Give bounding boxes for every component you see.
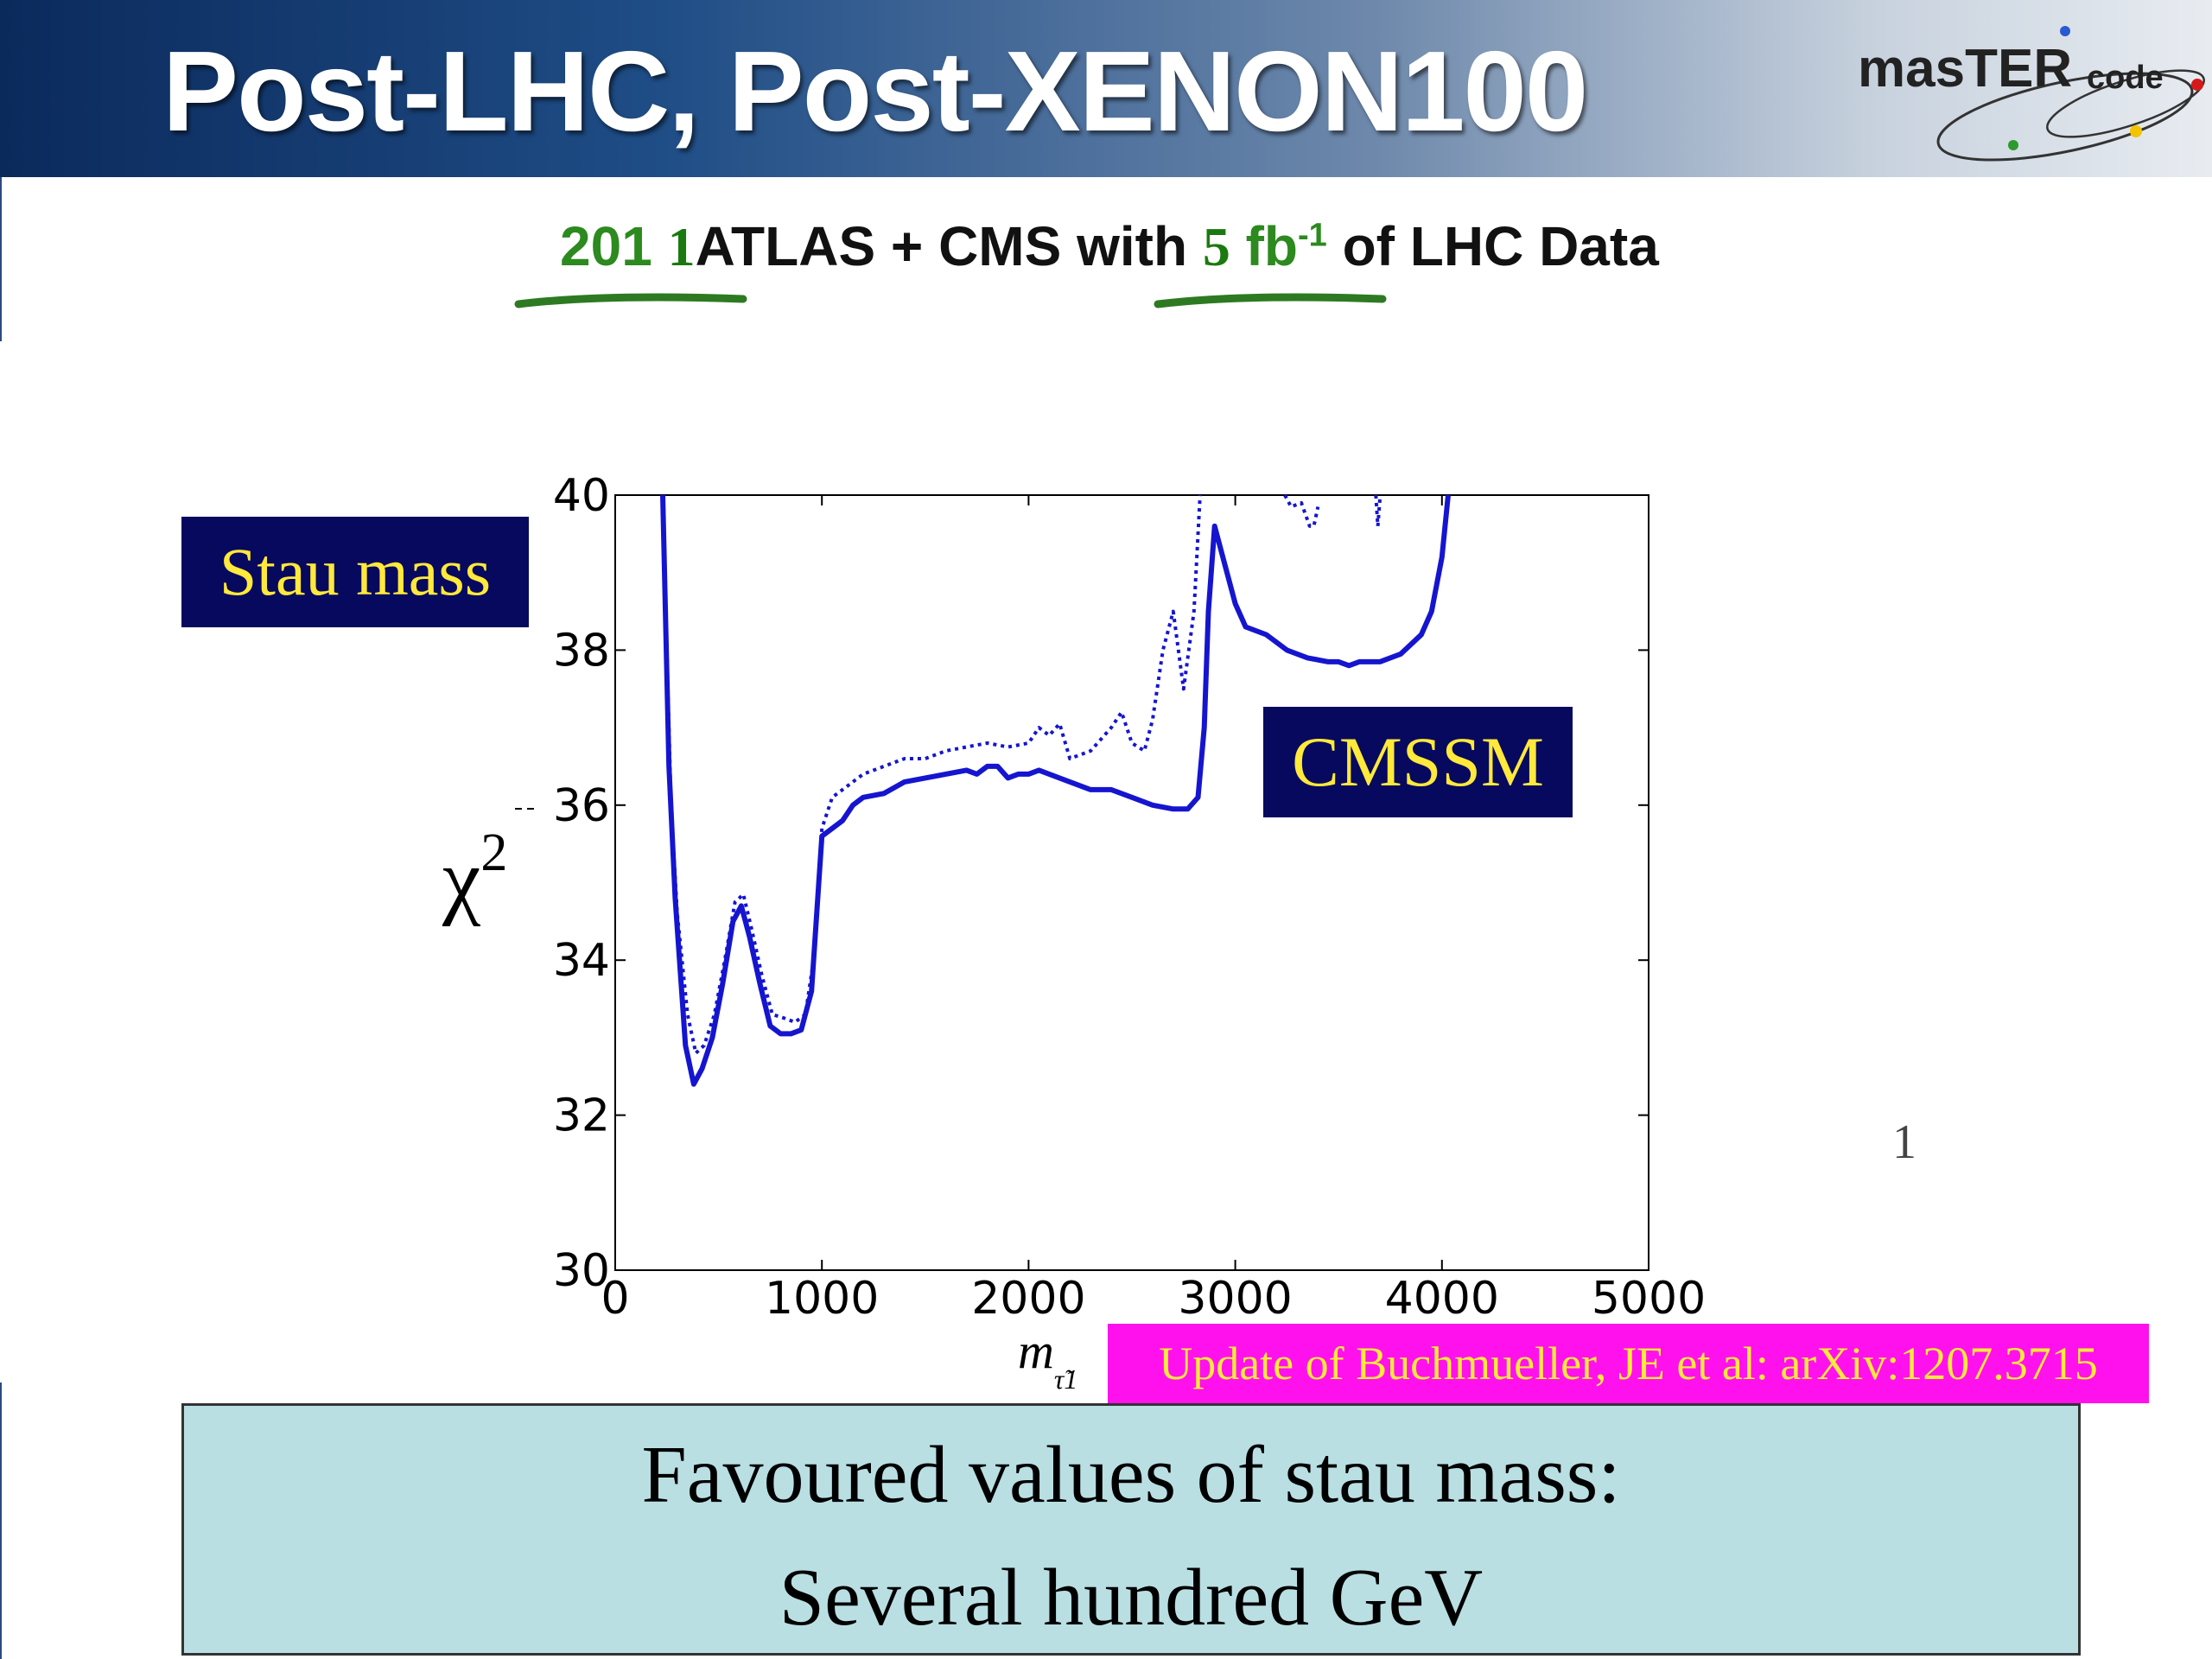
- y-tick-label: 36: [553, 780, 610, 832]
- x-tick-label: 3000: [1178, 1273, 1292, 1325]
- x-tick-label: 5000: [1592, 1273, 1706, 1325]
- series-line-solid-0: [660, 494, 1451, 1087]
- y-tick-label: 40: [553, 470, 610, 522]
- subtitle-year: 201: [560, 215, 652, 277]
- x-tick-label: 2000: [971, 1273, 1085, 1325]
- y-tick-label: 34: [553, 935, 610, 987]
- slide-title: Post-LHC, Post-XENON100: [162, 28, 1588, 155]
- subtitle-experiments: ATLAS + CMS with: [695, 215, 1188, 277]
- y-tick-label: 30: [553, 1245, 610, 1297]
- x-axis-label: mτ̃1: [1018, 1323, 1078, 1395]
- stray-number: 1: [1892, 1116, 1916, 1169]
- subtitle-year-digit: 1: [667, 216, 696, 277]
- series-line-dotted-2: [1283, 494, 1320, 528]
- x-tick-label: 4000: [1385, 1273, 1499, 1325]
- axis-tick-labels: 0 1000 2000 3000 4000 5000 30 32 34 36 38 40: [553, 470, 1706, 1325]
- y-tick-label: 32: [553, 1090, 610, 1142]
- summary-line-1: Favoured values of stau mass:: [641, 1430, 1621, 1520]
- left-edge-line-lower: [0, 1382, 2, 1659]
- series-line-dotted-3: [1374, 494, 1382, 528]
- stau-mass-label: Stau mass: [181, 517, 529, 627]
- data-series: [660, 494, 1451, 1087]
- slide-header: Post-LHC, Post-XENON100 masTER code: [0, 0, 2212, 177]
- y-tick-label: 38: [553, 625, 610, 677]
- mastercode-logo: masTER code: [1858, 26, 2205, 162]
- left-edge-line: [0, 177, 2, 341]
- x-tick-label: 0: [601, 1273, 629, 1325]
- slide-subtitle: 201 1ATLAS + CMS with 5 fb-1 of LHC Data: [560, 214, 1659, 279]
- summary-box: Favoured values of stau mass: Several hu…: [181, 1403, 2081, 1656]
- cmssm-label: CMSSM: [1263, 707, 1573, 817]
- svg-text:masTER: masTER: [1858, 39, 2072, 99]
- x-tick-label: 1000: [765, 1273, 879, 1325]
- svg-text:code: code: [2087, 60, 2164, 96]
- y-axis-label: χ2: [442, 823, 508, 927]
- citation-banner: Update of Buchmueller, JE et al: arXiv:1…: [1108, 1324, 2149, 1403]
- green-underline-marks: [514, 293, 1387, 308]
- subtitle-tail: of LHC Data: [1342, 215, 1659, 277]
- series-line-dotted-1: [661, 494, 1202, 1055]
- axis-ticks: [614, 494, 1649, 1271]
- subtitle-lumi-unit: fb-1: [1245, 215, 1327, 277]
- subtitle-lumi-value: 5: [1202, 216, 1230, 277]
- summary-line-2: Several hundred GeV: [779, 1553, 1484, 1643]
- plot-frame: [614, 494, 1649, 1271]
